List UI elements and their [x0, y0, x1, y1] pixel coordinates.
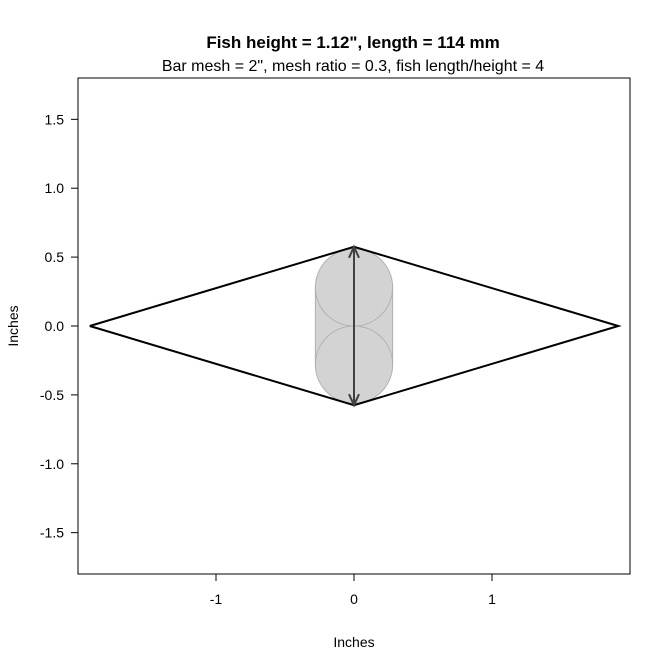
y-tick-label: 1.0 [45, 180, 65, 196]
chart-title: Fish height = 1.12", length = 114 mm [206, 33, 499, 52]
y-tick-label: -0.5 [40, 387, 64, 403]
y-tick-label: 1.5 [45, 111, 65, 127]
y-tick-label: -1.0 [40, 456, 64, 472]
x-tick-label: 0 [350, 591, 358, 607]
y-tick-label: 0.0 [45, 318, 65, 334]
plot-area [89, 244, 622, 408]
mesh-opening-outline [89, 245, 622, 407]
x-axis-label: Inches [333, 634, 374, 650]
y-axis-label: Inches [5, 305, 21, 346]
chart-subtitle: Bar mesh = 2", mesh ratio = 0.3, fish le… [162, 58, 544, 75]
y-tick-label: -1.5 [40, 525, 64, 541]
axes: -1 0 1 -1.5 -1.0 -0.5 0.0 0.5 1.0 1.5 [40, 77, 631, 607]
x-tick-label: 1 [488, 591, 496, 607]
y-tick-label: 0.5 [45, 249, 65, 265]
x-tick-label: -1 [210, 591, 223, 607]
fish-height-arrow-head-bottom [348, 393, 360, 408]
fish-height-arrow-head-top [348, 244, 360, 259]
